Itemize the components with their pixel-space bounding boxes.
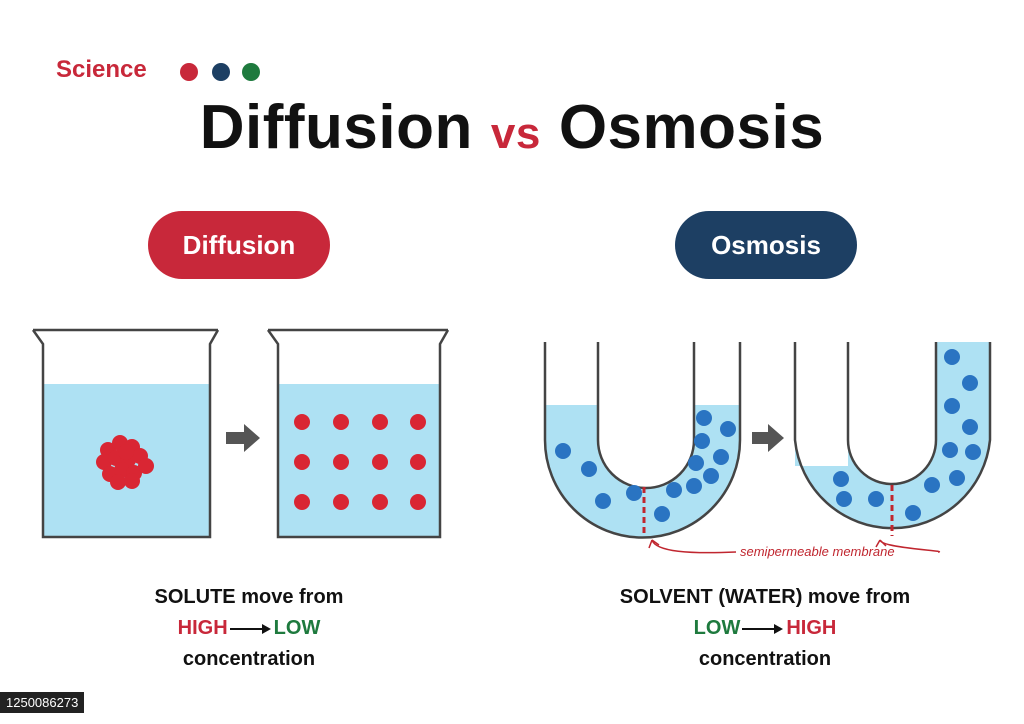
solvent-particle [942,442,958,458]
solute-particle [138,458,154,474]
u-tube-before [543,342,742,539]
stock-id: 1250086273 [0,692,85,713]
solvent-particle [626,485,642,501]
solute-particle [333,454,349,470]
solute-particle [372,494,388,510]
diffusion-caption: SOLUTE move from HIGH LOW concentration [104,582,394,675]
membrane-pointer-right-head [875,539,887,548]
title-vs: vs [490,109,541,158]
solute-grid [294,414,426,510]
solute-particle [294,454,310,470]
solvent-particle [836,491,852,507]
diffusion-pill: Diffusion [148,211,330,279]
solvent-particle [654,506,670,522]
diffusion-caption-line3: concentration [182,648,316,670]
solvent-particle [666,482,682,498]
title-right: Osmosis [558,93,825,162]
solvent-particle [694,433,710,449]
osmosis-caption: SOLVENT (WATER) move from LOW HIGH conce… [585,582,945,675]
membrane-label: semipermeable membrane [740,544,895,559]
osmosis-to: HIGH [786,617,837,639]
solvent-particle [962,419,978,435]
solvent-particle [868,491,884,507]
solvent-particle [962,375,978,391]
u-tube-after-particles [833,349,981,521]
solvent-particle [703,468,719,484]
solvent-particle [720,421,736,437]
membrane-pointer-left [651,539,737,554]
u-tube-before-particles [555,410,736,522]
u-tube-after [793,342,992,536]
osmosis-caption-line1: SOLVENT (WATER) move from [619,586,911,608]
green-dot-icon [242,63,260,81]
solvent-particle [688,455,704,471]
solvent-particle [581,461,597,477]
osmosis-direction: LOW HIGH [585,613,945,644]
diffusion-arrow-icon [226,424,260,452]
solvent-particle [713,449,729,465]
solute-particle [294,414,310,430]
solvent-particle [686,478,702,494]
solvent-particle [555,443,571,459]
solvent-particle [965,444,981,460]
solute-cluster [96,435,154,490]
title-left: Diffusion [199,93,473,162]
solute-particle [372,414,388,430]
osmosis-arrow-icon [752,424,784,452]
navy-dot-icon [212,63,230,81]
solute-particle [124,473,140,489]
solute-particle [410,494,426,510]
long-arrow-icon [742,623,784,634]
solvent-particle [949,470,965,486]
osmosis-from: LOW [693,617,741,639]
solute-particle [333,494,349,510]
solvent-particle [696,410,712,426]
solvent-particle [944,349,960,365]
solute-particle [110,474,126,490]
red-dot-icon [180,63,198,81]
beaker-before [31,328,220,539]
solute-particle [333,414,349,430]
solvent-particle [905,505,921,521]
page-title: Diffusion vs Osmosis [0,92,1024,163]
solvent-particle [944,398,960,414]
diffusion-to: LOW [273,617,321,639]
solute-particle [410,414,426,430]
beaker-before-glass [31,328,220,539]
u-tube-before-water [545,405,740,538]
solute-particle [372,454,388,470]
solvent-particle [595,493,611,509]
solvent-particle [924,477,940,493]
solute-particle [410,454,426,470]
osmosis-caption-line3: concentration [698,648,832,670]
solvent-particle [833,471,849,487]
membrane-pointer-left-head [648,539,660,549]
diffusion-from: HIGH [177,617,228,639]
solute-particle [118,444,134,460]
category-label: Science [56,56,147,83]
diffusion-caption-line1: SOLUTE move from [154,586,344,608]
long-arrow-icon [229,623,271,634]
diffusion-direction: HIGH LOW [104,613,394,644]
beaker-after-glass [266,328,450,539]
solute-particle [294,494,310,510]
osmosis-pill: Osmosis [675,211,857,279]
